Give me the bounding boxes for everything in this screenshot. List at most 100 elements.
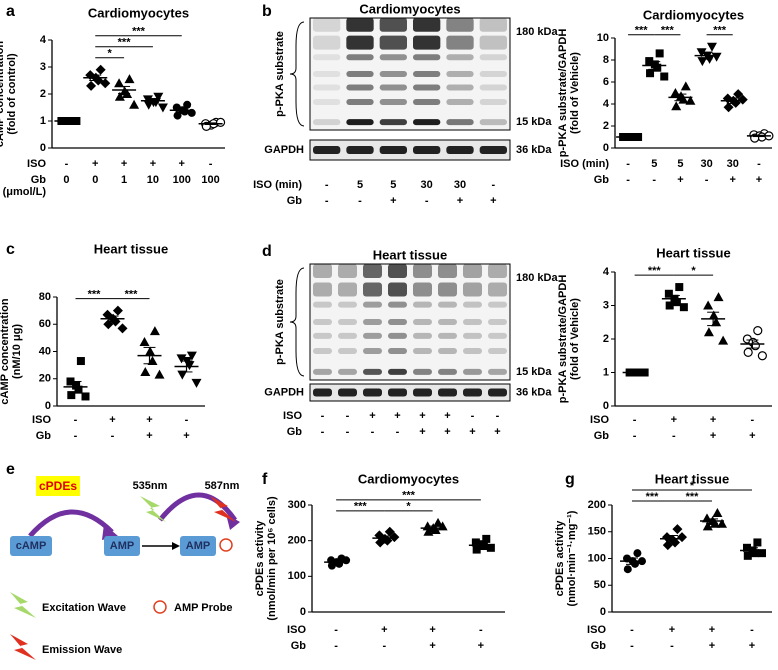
blot-band (479, 71, 507, 77)
blot-band (463, 301, 482, 308)
blot-band (479, 54, 507, 61)
y-tick-label: 1 (40, 115, 46, 127)
probe-product-label: AMP (186, 540, 210, 552)
condition-value: 5 (651, 158, 657, 170)
significance-label: * (406, 501, 411, 513)
y-axis-label: p-PKA substrate/GAPDH (557, 29, 569, 158)
diagram: e cPDEs cAMP AMP AMP 535nm 587nm Excitat… (6, 461, 240, 660)
loading-band (446, 146, 474, 154)
y-axis-label: (fold of control) (6, 53, 18, 135)
blot-band (446, 54, 474, 61)
data-point (100, 78, 111, 89)
blot-band (313, 84, 341, 91)
blot-band (346, 84, 374, 91)
data-point (717, 518, 727, 528)
condition-value: - (496, 410, 500, 422)
legend-emission-icon (10, 634, 36, 660)
condition-value: + (710, 430, 716, 442)
blot-band (446, 84, 474, 91)
blot-band (488, 332, 507, 339)
blot-band (338, 319, 357, 325)
blot-band (488, 368, 507, 375)
blot-band (413, 35, 441, 50)
y-axis-label: cAMP concentration (0, 298, 11, 404)
blot-band (346, 35, 374, 50)
condition-value: - (74, 430, 78, 442)
condition-value: 30 (700, 158, 712, 170)
condition-label: ISO (32, 414, 51, 426)
substrate-box (10, 536, 52, 556)
condition-value: 30 (421, 179, 433, 191)
data-point (149, 326, 160, 336)
arrow-head (172, 542, 180, 550)
condition-value: - (358, 195, 362, 207)
blot-band (388, 368, 407, 375)
condition-label: Gb (594, 430, 610, 442)
condition-value: + (121, 158, 127, 170)
chart-title: Heart tissue (656, 245, 730, 260)
blot-band (463, 282, 482, 297)
significance-label: *** (661, 25, 675, 37)
y-tick-label: 50 (594, 579, 606, 591)
legend-label: AMP Probe (174, 602, 232, 614)
condition-value: - (209, 158, 213, 170)
data-point (191, 378, 202, 388)
loading-band (488, 388, 507, 397)
significance-label: *** (88, 289, 102, 301)
data-point (124, 74, 135, 84)
panel-label: c (6, 241, 15, 258)
significance-label: *** (125, 289, 139, 301)
y-tick-label: 0 (40, 142, 46, 154)
panel-label: f (262, 471, 268, 488)
condition-value: + (150, 158, 156, 170)
substrate-label: cAMP (16, 540, 47, 552)
emission-icon (210, 496, 236, 522)
significance-label: *** (402, 490, 416, 502)
blot-band (346, 119, 374, 126)
data-point (660, 72, 669, 81)
blot-band (446, 71, 474, 77)
data-point (677, 532, 687, 543)
blot-frame (309, 263, 511, 381)
data-point (67, 391, 76, 400)
blot-band (363, 332, 382, 339)
condition-value: - (346, 426, 350, 438)
blot-band (413, 301, 432, 308)
blot-band (363, 301, 382, 308)
marker-label: 180 kDa (516, 26, 558, 38)
condition-value: - (757, 158, 761, 170)
loading-band (413, 146, 441, 154)
data-point (433, 517, 444, 527)
blot-band (413, 319, 432, 325)
blot-band (313, 282, 332, 297)
blot-band (346, 71, 374, 77)
enzyme-label: cPDEs (39, 479, 77, 493)
panel-label: d (262, 243, 272, 260)
blot-band (413, 84, 441, 91)
data-point (142, 95, 153, 105)
blot-band (413, 17, 441, 32)
blot-band (488, 301, 507, 308)
y-axis-label: cAMP concentration (0, 41, 6, 147)
data-point (675, 283, 684, 292)
condition-value: - (652, 174, 656, 186)
data-point (702, 513, 712, 523)
data-point (758, 549, 766, 558)
data-point (183, 100, 192, 109)
loading-band (363, 388, 382, 397)
y-axis-label: cPDEs activity (254, 520, 266, 597)
blot-band (479, 17, 507, 32)
blot-band (338, 332, 357, 339)
data-point (723, 102, 734, 113)
data-point (117, 323, 128, 334)
condition-label: ISO (587, 624, 606, 636)
blot-band (379, 71, 407, 77)
blot-band (438, 332, 457, 339)
y-axis-label: p-PKA substrate/GAPDH (557, 275, 569, 404)
y-tick-label: 0 (300, 606, 306, 618)
data-point (645, 57, 654, 66)
data-point (662, 540, 673, 551)
y-tick-label: 6 (603, 76, 609, 88)
blot-band (413, 348, 432, 354)
significance-label: * (690, 480, 695, 492)
